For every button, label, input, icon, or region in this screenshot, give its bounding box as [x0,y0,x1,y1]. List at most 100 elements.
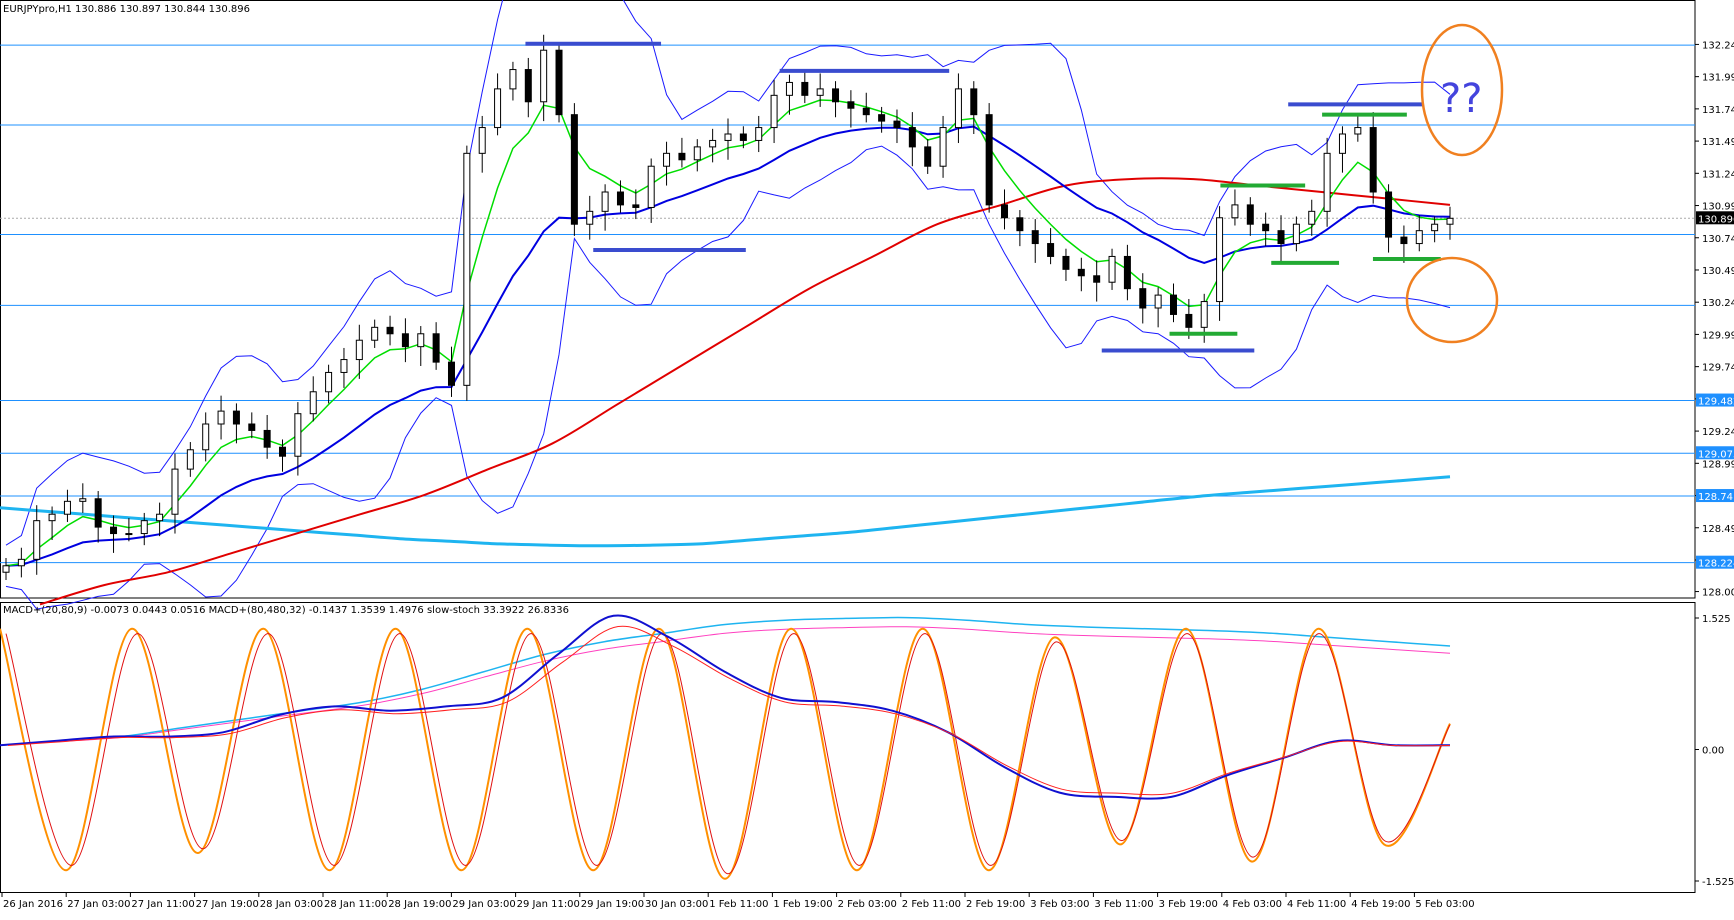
x-tick-label: 3 Feb 11:00 [1094,899,1153,910]
candle-body [63,500,71,515]
candle-body [1031,230,1039,245]
candle-body [156,513,164,522]
candle-body [785,81,793,96]
candle-body [1262,223,1270,232]
x-tick-label: 2 Feb 19:00 [966,899,1025,910]
candle-body [17,558,25,567]
candle-body [801,81,809,96]
sub-y-tick-label: 1.525 [1702,614,1731,625]
candle-body [893,120,901,129]
x-tick-label: 27 Jan 03:00 [67,899,130,910]
price-level-tag [1696,393,1734,407]
main-pane-frame [0,0,1696,599]
candle-body [1169,294,1177,315]
x-tick-label: 28 Jan 11:00 [324,899,387,910]
candle-body [94,498,102,528]
candle-body [232,410,240,425]
candle-body [1415,230,1423,245]
candle-body [1108,255,1116,283]
candle-body [79,498,87,502]
x-tick-label: 3 Feb 19:00 [1159,899,1218,910]
macd1-signal [7,625,1451,796]
x-tick-label: 28 Jan 03:00 [260,899,323,910]
candle-body [1338,133,1346,154]
candle-body [1369,127,1377,193]
candle-body [739,133,747,141]
candle-body [770,94,778,129]
price-level-tag [1696,489,1734,503]
x-tick-label: 1 Feb 19:00 [773,899,832,910]
candle-body [1246,204,1254,225]
ma-cyan-long [0,475,1451,548]
x-tick-label: 3 Feb 03:00 [1030,899,1089,910]
candle-body [202,423,210,451]
candle-body [2,565,10,573]
candle-body [954,88,962,129]
y-tick-label: 131.245 [1702,169,1734,180]
candle-body [647,165,655,208]
x-tick-label: 4 Feb 03:00 [1223,899,1282,910]
candle-body [186,449,194,470]
x-tick-label: 29 Jan 03:00 [452,899,515,910]
candle-body [478,127,486,154]
y-tick-label: 132.245 [1702,40,1734,51]
candle-body [1062,255,1070,270]
candle-body [878,114,886,122]
sub-y-tick-label: -1.525 [1702,877,1734,888]
candle-body [908,127,916,148]
candle-body [401,333,409,348]
ma-red-thick [39,177,1451,606]
macd1-main [0,614,1451,800]
candle-body [1231,204,1239,219]
candle-body [1139,288,1147,309]
candle-body [294,413,302,457]
x-tick-label: 27 Jan 11:00 [131,899,194,910]
y-tick-label: 129.745 [1702,363,1734,374]
candle-body [1077,268,1085,277]
candle-body [325,371,333,393]
x-tick-label: 27 Jan 19:00 [196,899,259,910]
candle-body [494,88,502,129]
candle-body [217,410,225,425]
candle-body [432,333,440,363]
sub-pane-frame [0,602,1696,893]
x-tick-label: 1 Feb 11:00 [709,899,768,910]
y-tick-label: 130.245 [1702,298,1734,309]
candle-body [540,49,548,103]
x-tick-label: 2 Feb 11:00 [902,899,961,910]
annotation-circle-lower [1405,256,1499,344]
candle-body [632,204,640,208]
candle-body [970,88,978,116]
y-tick-label: 128.000 [1702,588,1734,599]
y-tick-label: 129.995 [1702,330,1734,341]
sub-y-tick-label: 0.00 [1702,746,1724,757]
price-level-tag [1696,446,1734,460]
candle-body [1400,236,1408,245]
stoch-signal [5,633,1451,875]
candle-body [371,326,379,341]
candle-body [447,361,455,386]
candle-body [832,88,840,103]
candle-body [1001,204,1009,219]
candle-body [985,114,993,206]
y-tick-label: 130.495 [1702,266,1734,277]
candle-body [417,333,425,348]
candle-body [33,520,41,560]
candle-body [939,127,947,167]
candle-body [463,152,471,386]
candle-body [1047,243,1055,257]
bollinger-upper [5,0,1451,546]
candle-body [1292,223,1300,245]
candle-body [1185,313,1193,328]
x-tick-label: 26 Jan 2016 [3,899,63,910]
x-tick-label: 5 Feb 03:00 [1415,899,1474,910]
price-level-tag-label: 128.224 [1698,559,1734,570]
candle-body [816,88,824,96]
candle-body [709,139,717,148]
candle-body [1093,275,1101,283]
candle-body [1154,294,1162,309]
price-level-tag-label: 129.073 [1698,449,1734,460]
symbol-header: EURJPYpro,H1 130.886 130.897 130.844 130… [3,4,250,15]
candle-body [1016,217,1024,232]
